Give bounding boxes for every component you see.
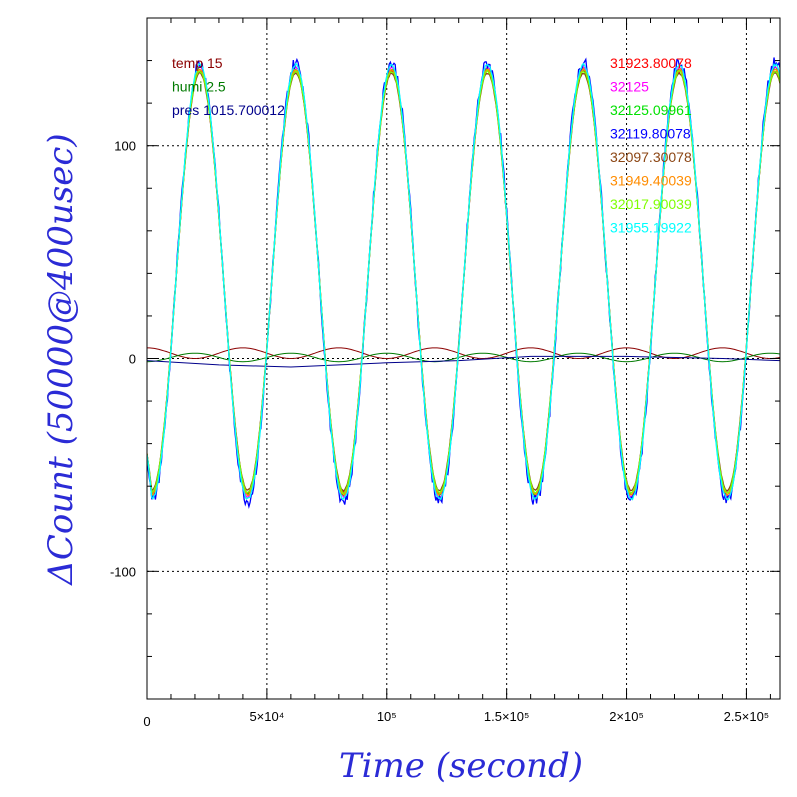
y-axis-title: ΔCount (50000@400usec) — [41, 133, 81, 586]
legend-entry-right: 31949.40039 — [610, 173, 692, 189]
x-tick-label: 5×10⁴ — [249, 709, 284, 724]
y-tick-label: 100 — [114, 139, 136, 154]
legend-entry-right: 32097.30078 — [610, 149, 692, 165]
legend-entry-right: 32125.09961 — [610, 102, 692, 118]
env-series-line — [147, 355, 780, 368]
y-tick-label: 0 — [129, 352, 136, 367]
x-tick-label: 10⁵ — [377, 709, 397, 724]
legend-entry-left: pres 1015.700012 — [172, 102, 285, 118]
legend-entry-right: 32125 — [610, 79, 649, 95]
tick-labels: 0 5×10⁴ 10⁵ 1.5×10⁵ 2×10⁵ 2.5×10⁵ 100 0 -100 — [110, 139, 769, 729]
legend-entry-right: 32017.90039 — [610, 196, 692, 212]
env-series-line — [147, 347, 780, 360]
legend-entry-right: 31955.19922 — [610, 220, 692, 236]
series-line — [147, 62, 780, 501]
x-tick-label: 1.5×10⁵ — [484, 709, 530, 724]
x-axis-title: Time (second) — [339, 746, 583, 786]
x-tick-label: 0 — [143, 714, 150, 729]
y-tick-label: -100 — [110, 564, 136, 579]
legend-entry-left: humi 2.5 — [172, 79, 226, 95]
x-tick-label: 2.5×10⁵ — [724, 709, 770, 724]
x-tick-label: 2×10⁵ — [609, 709, 644, 724]
legend-entry-left: temp 15 — [172, 55, 223, 71]
series-lines — [147, 57, 780, 510]
legend: temp 15 humi 2.5 pres 1015.700012 31923.800… — [172, 55, 692, 236]
legend-entry-right: 32119.80078 — [610, 126, 691, 142]
axis-ticks — [146, 17, 780, 700]
legend-entry-right: 31923.80078 — [610, 55, 692, 71]
env-series-line — [147, 352, 780, 363]
grid-lines — [147, 18, 780, 699]
